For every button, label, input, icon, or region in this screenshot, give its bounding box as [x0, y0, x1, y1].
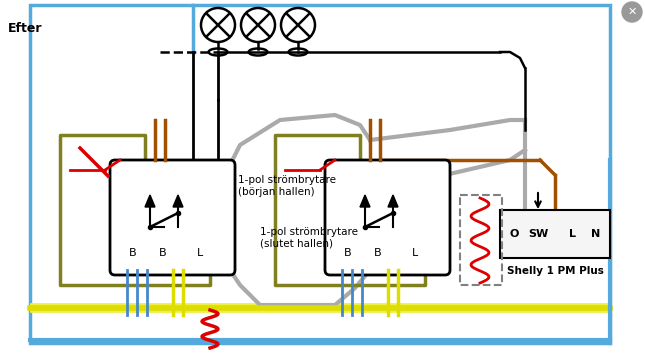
Polygon shape — [360, 195, 370, 207]
Text: 1-pol strömbrytare
(början hallen): 1-pol strömbrytare (början hallen) — [238, 175, 336, 197]
Text: O: O — [510, 229, 519, 239]
Text: B: B — [159, 248, 167, 258]
Text: N: N — [591, 229, 600, 239]
Bar — [460, 195, 502, 285]
Text: Shelly 1 PM Plus: Shelly 1 PM Plus — [506, 266, 604, 276]
Polygon shape — [173, 195, 183, 207]
Polygon shape — [388, 195, 398, 207]
Text: ✕: ✕ — [628, 7, 637, 17]
Text: Efter: Efter — [8, 22, 43, 35]
FancyBboxPatch shape — [110, 160, 235, 275]
FancyBboxPatch shape — [325, 160, 450, 275]
Text: L: L — [568, 229, 575, 239]
Bar — [30, 5, 610, 343]
Polygon shape — [145, 195, 155, 207]
Text: 1-pol strömbrytare
(slutet hallen): 1-pol strömbrytare (slutet hallen) — [260, 227, 358, 248]
Text: B: B — [129, 248, 137, 258]
Text: L: L — [412, 248, 418, 258]
Text: B: B — [344, 248, 352, 258]
Circle shape — [622, 2, 642, 22]
Text: SW: SW — [528, 229, 548, 239]
Text: L: L — [197, 248, 203, 258]
Text: B: B — [374, 248, 382, 258]
Bar — [500, 210, 610, 258]
